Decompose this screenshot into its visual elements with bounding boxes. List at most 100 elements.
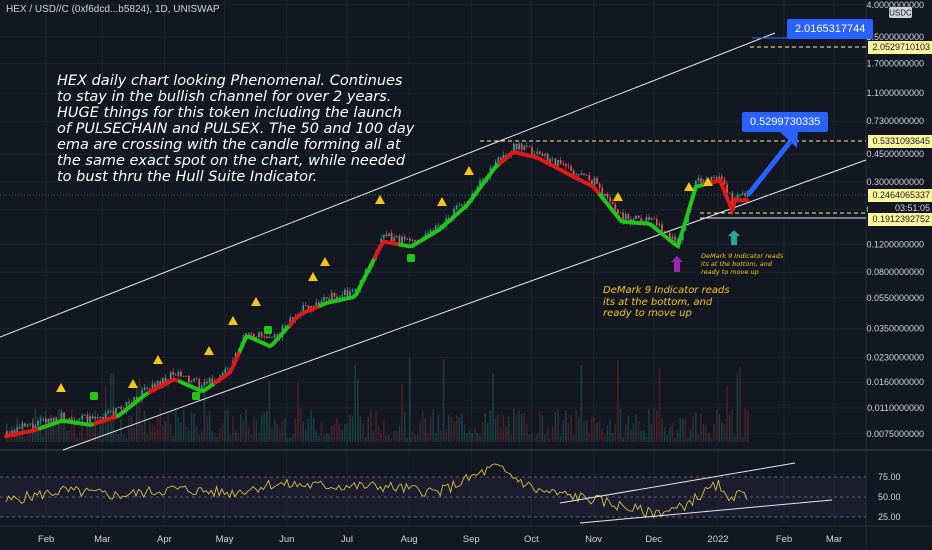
volume-bar (640, 430, 642, 442)
y-tick-label: 4.0000000000 (866, 0, 924, 10)
warning-icon (684, 182, 694, 191)
candle-body (559, 160, 562, 164)
candle-body (744, 193, 747, 197)
candle-body (723, 179, 726, 185)
warning-icon (56, 383, 66, 392)
warning-icon (464, 166, 474, 175)
candle-body (715, 177, 718, 179)
candle-body (674, 236, 676, 242)
candle-body (554, 158, 557, 167)
volume-bar (73, 415, 76, 442)
check-icon (90, 392, 98, 400)
candle-body (26, 424, 29, 427)
volume-bar (666, 434, 668, 442)
volume-bar (281, 420, 284, 442)
volume-bar (156, 414, 159, 442)
demark-note-large: DeMark 9 Indicator reads its at the bott… (603, 285, 730, 319)
volume-bar (645, 437, 648, 442)
volume-bar (99, 418, 102, 442)
candle-body (414, 239, 416, 242)
volume-bar (445, 428, 447, 442)
candle-body (63, 412, 65, 420)
candle-body (572, 170, 575, 175)
candle-body (349, 291, 351, 297)
candle-body (86, 414, 89, 423)
candle-body (390, 233, 393, 242)
candle-body (627, 214, 630, 219)
candle-body (518, 143, 520, 150)
candle-body (315, 302, 318, 308)
candle-body (481, 179, 484, 181)
volume-bar (466, 433, 468, 442)
symbol-header[interactable]: HEX / USD//C (0xf6dcd...b5824), 1D, UNIS… (6, 4, 220, 15)
volume-bar (461, 414, 463, 442)
candle-body (34, 425, 37, 429)
volume-bar (237, 433, 239, 442)
volume-bar (741, 436, 744, 442)
candle-body (224, 368, 227, 373)
volume-bar (596, 422, 598, 442)
candle-body (663, 231, 666, 233)
candle-body (702, 179, 705, 183)
volume-bar (263, 412, 265, 442)
candle-body (401, 236, 403, 244)
candle-body (552, 158, 554, 160)
y-tick-label: 0.0230000000 (866, 352, 924, 362)
volume-bar (653, 408, 655, 442)
callout-target-mid[interactable]: 0.5299730335 (742, 112, 829, 132)
volume-bar (682, 418, 684, 442)
candle-body (260, 332, 263, 337)
annotation-text: HEX daily chart looking Phenomenal. Cont… (57, 73, 415, 185)
volume-bar (151, 424, 154, 442)
warning-icon (204, 346, 214, 355)
candle-body (273, 334, 276, 338)
volume-bar (526, 423, 528, 442)
hull-segment (38, 418, 96, 431)
volume-bar (86, 424, 89, 442)
candle-body (305, 305, 307, 307)
volume-bar (377, 425, 380, 442)
price-tag-last: 0.2464065337 (868, 189, 932, 202)
volume-bar (305, 428, 307, 442)
volume-bar (541, 415, 544, 442)
callout-target-high[interactable]: 2.0165317744 (787, 19, 874, 39)
check-icon (264, 326, 272, 334)
volume-bar (510, 435, 512, 442)
volume-bar (567, 422, 570, 442)
candle-body (645, 217, 648, 223)
y-tick-label: 0.4500000000 (866, 149, 924, 159)
candle-body (635, 215, 637, 220)
candle-body (333, 292, 336, 297)
volume-bar (284, 418, 286, 442)
candle-body (302, 305, 305, 314)
volume-bar (728, 414, 731, 442)
price-tag-mid: 0.5331093645 (868, 135, 932, 148)
volume-bar (328, 434, 330, 442)
volume-bar (351, 416, 354, 442)
volume-bar (708, 433, 710, 442)
candle-body (120, 406, 123, 410)
volume-bar (136, 385, 138, 442)
volume-bar (325, 433, 328, 442)
volume-bar (679, 418, 681, 442)
volume-bar (448, 415, 450, 442)
volume-bar (476, 432, 479, 442)
hull-segment (93, 414, 118, 426)
rsi-tick-label: 75.00 (878, 472, 901, 482)
candle-body (383, 234, 385, 239)
hull-segment (688, 182, 707, 209)
volume-bar (130, 416, 133, 442)
volume-bar (520, 414, 523, 442)
volume-bar (689, 430, 692, 442)
candle-body (710, 176, 713, 181)
volume-bar (630, 429, 632, 442)
candle-body (661, 224, 663, 232)
candle-body (169, 372, 172, 381)
y-tick-label: 1.1000000000 (866, 88, 924, 98)
volume-bar (606, 425, 609, 442)
candle-body (29, 423, 32, 425)
volume-bar (695, 411, 697, 442)
volume-bar (185, 426, 187, 442)
candle-body (396, 236, 398, 238)
